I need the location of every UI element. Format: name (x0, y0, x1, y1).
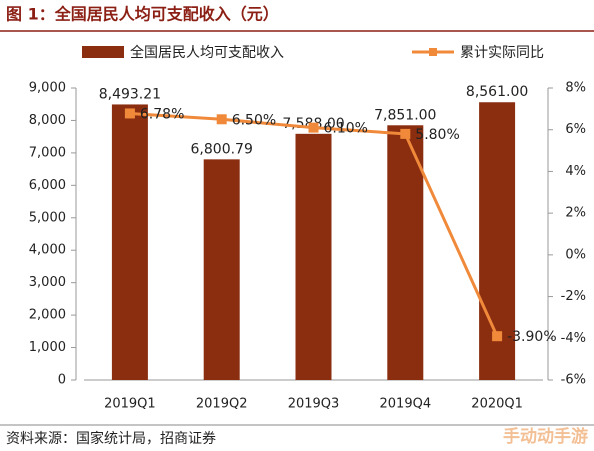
y-tick-label: 7,000 (29, 145, 66, 160)
x-tick-label: 2019Q4 (380, 397, 432, 412)
y2-tick-label: -2% (561, 289, 586, 304)
y2-tick-label: -6% (561, 373, 586, 388)
line-marker (492, 331, 503, 342)
y2-tick-label: 2% (565, 206, 586, 221)
line-marker (400, 128, 411, 139)
line-value-label: -3.90% (507, 329, 557, 345)
y2-tick-label: 0% (565, 247, 586, 262)
legend-label: 累计实际同比 (460, 45, 544, 61)
y-tick-label: 6,000 (29, 178, 66, 193)
y2-tick-label: -4% (561, 331, 586, 346)
line-marker (124, 108, 135, 119)
y-tick-label: 0 (58, 373, 66, 388)
watermark: 手动动手游 (503, 426, 588, 447)
bar (111, 104, 148, 381)
bar (387, 125, 424, 381)
y-tick-label: 8,000 (29, 113, 66, 128)
bar-value-label: 8,561.00 (466, 84, 528, 100)
y-tick-label: 1,000 (29, 340, 66, 355)
y-tick-label: 3,000 (29, 275, 66, 290)
bar (295, 133, 332, 380)
y-tick-label: 4,000 (29, 243, 66, 258)
x-tick-label: 2019Q3 (288, 397, 340, 412)
x-tick-label: 2019Q1 (104, 397, 156, 412)
line-value-label: 6.50% (232, 112, 276, 128)
line-marker (216, 114, 227, 125)
line-value-label: 6.10% (324, 121, 368, 137)
y-tick-label: 5,000 (29, 210, 66, 225)
line-value-label: 6.78% (140, 106, 184, 122)
y2-tick-label: 4% (565, 164, 586, 179)
legend-label: 全国居民人均可支配收入 (130, 44, 284, 61)
y-tick-label: 2,000 (29, 308, 66, 323)
bar-value-label: 6,800.79 (191, 141, 253, 157)
line-value-label: 5.80% (415, 127, 459, 143)
line-marker (308, 122, 319, 133)
chart-title: 图 1：全国居民人均可支配收入（元） (6, 5, 279, 24)
y-tick-label: 9,000 (29, 81, 66, 96)
bar (203, 159, 240, 380)
x-tick-label: 2020Q1 (471, 397, 523, 412)
bar-value-label: 8,493.21 (99, 86, 161, 102)
y2-tick-label: 6% (565, 122, 586, 137)
source: 资料来源：国家统计局，招商证券 (6, 430, 216, 447)
bar-value-label: 7,851.00 (374, 107, 436, 123)
y2-tick-label: 8% (565, 81, 586, 96)
legend-marker (429, 48, 437, 56)
x-tick-label: 2019Q2 (196, 397, 248, 412)
legend-swatch (82, 46, 124, 58)
